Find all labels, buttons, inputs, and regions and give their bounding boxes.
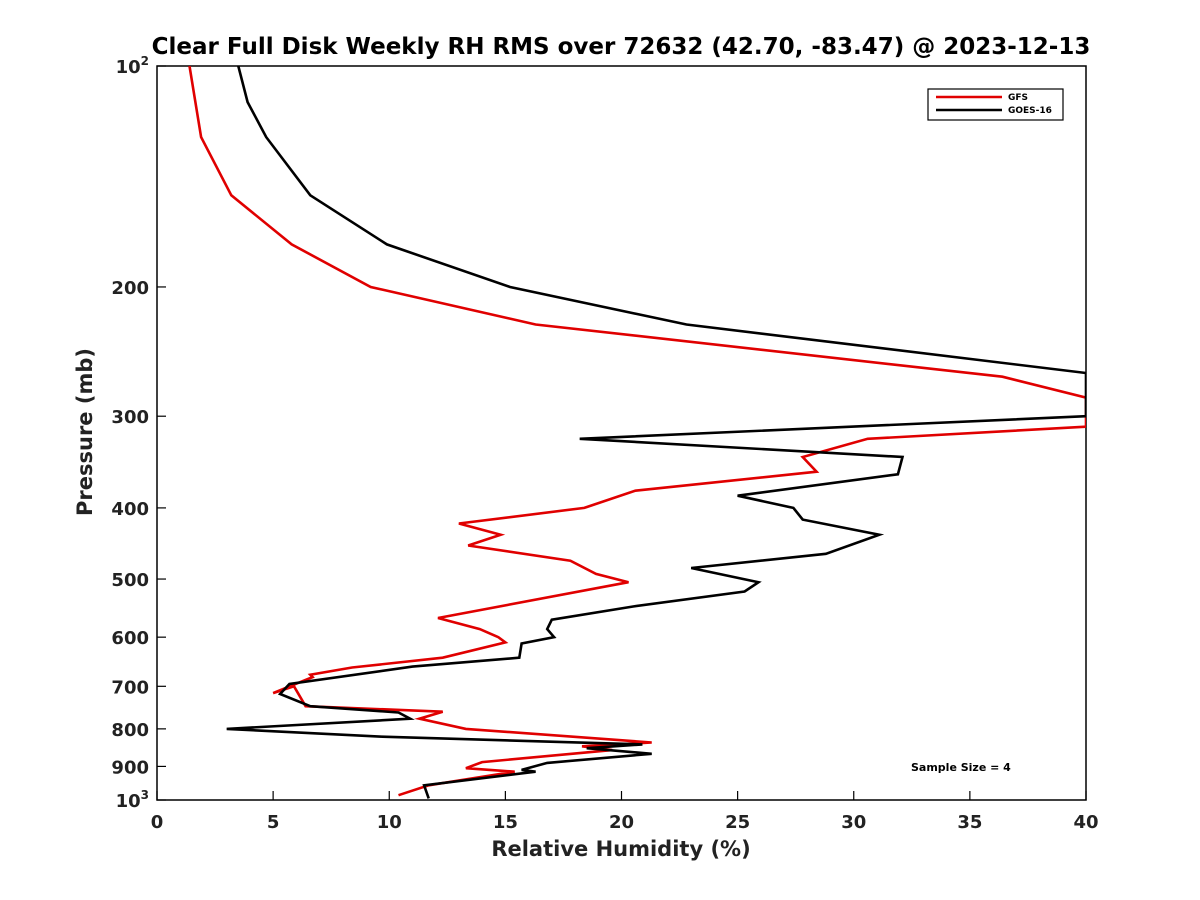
y-tick-label: 500 [111,570,149,591]
y-axis-label: Pressure (mb) [73,348,97,516]
y-tick-label: 800 [111,720,149,741]
x-tick-label: 5 [267,812,280,833]
y-tick-label: 600 [111,628,149,649]
plot-area: 0 5 10 15 20 25 30 35 40 102 200 300 400 500 600 700 80… [111,54,1098,833]
x-tick-label: 15 [493,812,518,833]
legend-label-goes16: GOES-16 [1008,106,1052,116]
y-tick-label: 103 [116,788,149,812]
y-axis: 102 200 300 400 500 600 700 800 900 103 [111,54,166,812]
x-axis-label: Relative Humidity (%) [491,837,750,861]
y-tick-label: 900 [111,757,149,778]
series-line-goes16 [226,66,1086,799]
x-tick-label: 0 [151,812,164,833]
x-tick-label: 10 [377,812,402,833]
x-tick-label: 40 [1073,812,1098,833]
legend: GFS GOES-16 [927,88,1064,121]
series-layer [188,66,1086,799]
y-tick-label: 400 [111,499,149,520]
sample-size-annotation: Sample Size = 4 [911,761,1011,774]
x-tick-label: 20 [609,812,634,833]
x-axis: 0 5 10 15 20 25 30 35 40 [151,791,1099,833]
x-tick-label: 25 [725,812,750,833]
y-tick-label: 300 [111,407,149,428]
y-tick-label: 200 [111,278,149,299]
legend-label-gfs: GFS [1008,93,1028,103]
x-tick-label: 35 [957,812,982,833]
y-tick-label: 700 [111,677,149,698]
y-tick-label: 102 [116,54,149,78]
x-tick-label: 30 [841,812,866,833]
chart-title: Clear Full Disk Weekly RH RMS over 72632… [152,34,1091,60]
legend-box [927,88,1064,121]
